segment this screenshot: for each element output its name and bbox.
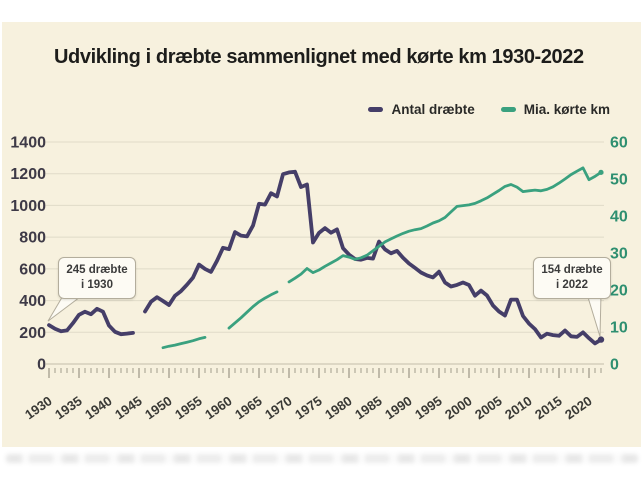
annotation-pointer-2022 — [586, 293, 602, 337]
left-axis-label: 600 — [19, 261, 46, 278]
x-axis-label: 2000 — [442, 393, 475, 422]
left-axis-label: 1000 — [10, 198, 46, 215]
x-axis-label: 1985 — [352, 393, 385, 422]
x-axis-label: 1940 — [82, 393, 115, 422]
series-line-antal-draebte — [47, 169, 603, 346]
right-axis-label: 30 — [610, 246, 628, 263]
legend-item-antal-draebte: Antal dræbte — [368, 102, 475, 117]
left-axis-label: 400 — [19, 293, 46, 310]
series-end-dot — [597, 336, 605, 343]
x-axis-label: 1950 — [142, 393, 175, 422]
x-axis-label: 1930 — [22, 393, 55, 422]
x-axis-label: 1980 — [322, 393, 355, 422]
left-axis-label: 200 — [19, 325, 46, 342]
right-axis-label: 40 — [610, 209, 628, 226]
x-axis-label: 1955 — [172, 393, 205, 422]
legend: Antal dræbte Mia. kørte km — [368, 102, 610, 117]
annotation-1930-line1: 245 dræbte — [66, 264, 128, 277]
legend-swatch-green — [500, 107, 516, 112]
right-axis-label: 50 — [610, 172, 628, 189]
left-axis-label: 0 — [37, 357, 46, 374]
x-axis-label: 1935 — [52, 393, 85, 422]
legend-item-mia-koerte-km: Mia. kørte km — [500, 102, 610, 117]
legend-swatch-purple — [368, 107, 384, 112]
left-axis-label: 1200 — [10, 166, 46, 183]
blurred-source-strip — [6, 454, 638, 463]
right-axis-label: 0 — [610, 357, 619, 374]
series-end-dot — [598, 169, 604, 175]
line-chart: 1930193519401945195019551960196519701975… — [10, 135, 628, 423]
left-axis-label: 1400 — [10, 135, 46, 152]
right-axis-label: 10 — [610, 320, 628, 337]
right-axis-label: 60 — [610, 135, 628, 152]
x-axis-label: 2015 — [532, 393, 565, 422]
series-line-mia-koerte-km — [161, 166, 603, 350]
x-axis-label: 1975 — [292, 393, 325, 422]
x-axis-label: 1995 — [412, 393, 445, 422]
chart-title: Udvikling i dræbte sammenlignet med kørt… — [54, 46, 584, 68]
left-axis-label: 800 — [19, 230, 46, 247]
legend-label: Antal dræbte — [391, 102, 475, 117]
annotation-1930-line2: i 1930 — [81, 279, 113, 291]
x-axis-label: 2020 — [562, 393, 595, 422]
x-axis-label: 1960 — [202, 393, 235, 422]
x-axis-label: 1990 — [382, 393, 415, 422]
x-axis-label: 2010 — [502, 393, 535, 422]
annotation-2022-line1: 154 dræbte — [541, 264, 603, 277]
right-axis-label: 20 — [610, 283, 628, 300]
legend-label: Mia. kørte km — [523, 102, 610, 117]
x-axis-label: 2005 — [472, 393, 505, 422]
x-axis-label: 1970 — [262, 393, 295, 422]
x-axis-label: 1965 — [232, 393, 265, 422]
annotation-2022: 154 dræbte i 2022 — [533, 257, 611, 299]
x-axis-label: 1945 — [112, 393, 145, 422]
annotation-2022-line2: i 2022 — [556, 279, 588, 291]
chart-panel: Udvikling i dræbte sammenlignet med kørt… — [2, 22, 641, 447]
annotation-1930: 245 dræbte i 1930 — [58, 257, 136, 299]
